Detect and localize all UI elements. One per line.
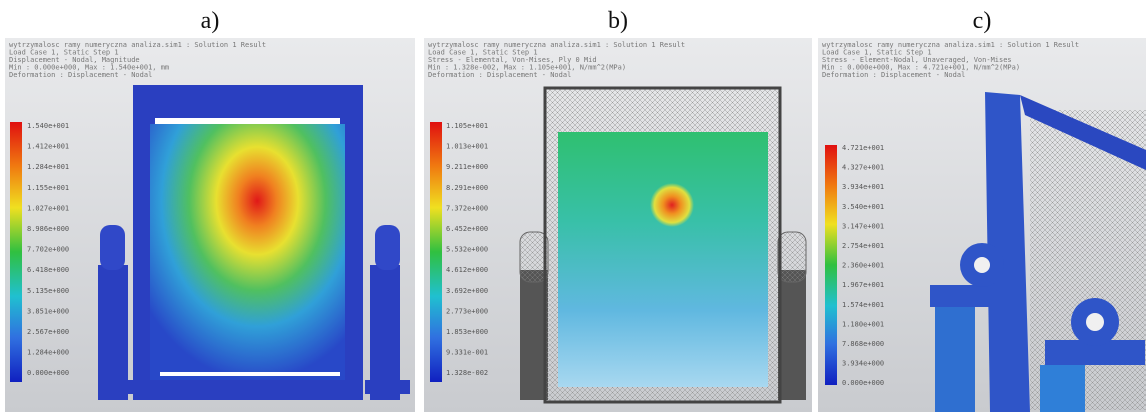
legend-label: 2.567e+000 (27, 328, 69, 336)
legend-label: 3.147e+001 (842, 222, 884, 230)
legend-label: 1.105e+001 (446, 122, 488, 130)
legend-label: 9.331e-001 (446, 349, 488, 357)
header-line: Deformation : Displacement - Nodal (822, 71, 965, 79)
legend-label: 1.155e+001 (27, 184, 69, 192)
legend-label: 1.967e+001 (842, 281, 884, 289)
legend-label: 1.284e+000 (27, 349, 69, 357)
legend-label: 4.612e+000 (446, 266, 488, 274)
legend-label: 5.532e+000 (446, 246, 488, 254)
legend-label: 4.327e+001 (842, 164, 884, 172)
legend-label: 1.540e+001 (27, 122, 69, 130)
legend-label: 3.540e+001 (842, 203, 884, 211)
legend-label: 6.418e+000 (27, 266, 69, 274)
legend-label: 0.000e+000 (842, 379, 884, 387)
legend-label: 9.211e+000 (446, 163, 488, 171)
legend-label: 8.986e+000 (27, 225, 69, 233)
legend-label: 3.934e+001 (842, 183, 884, 191)
legend-label: 8.291e+000 (446, 184, 488, 192)
legend-label: 1.013e+001 (446, 143, 488, 151)
panel-label: b) (608, 8, 628, 34)
legend-label: 7.702e+000 (27, 246, 69, 254)
legend-label: 1.027e+001 (27, 204, 69, 212)
legend-label: 7.372e+000 (446, 204, 488, 212)
legend-label: 5.135e+000 (27, 287, 69, 295)
legend-label: 2.754e+001 (842, 242, 884, 250)
legend-label: 6.452e+000 (446, 225, 488, 233)
legend-label: 1.574e+001 (842, 301, 884, 309)
figure: a)wytrzymalosc ramy numeryczna analiza.s… (0, 0, 1146, 412)
legend-label: 3.851e+000 (27, 307, 69, 315)
legend-label: 7.868e+000 (842, 340, 884, 348)
legend-label: 0.000e+000 (27, 369, 69, 377)
panel-label: c) (973, 8, 992, 34)
legend-label: 1.412e+001 (27, 143, 69, 151)
legend-label: 1.180e+001 (842, 320, 884, 328)
legend-label: 1.284e+001 (27, 163, 69, 171)
legend-label: 3.692e+000 (446, 287, 488, 295)
legend-label: 2.360e+001 (842, 262, 884, 270)
legend-label: 1.328e-002 (446, 369, 488, 377)
header-line: Deformation : Displacement - Nodal (428, 71, 571, 79)
panel-label: a) (201, 8, 220, 34)
legend-label: 2.773e+000 (446, 307, 488, 315)
header-line: Deformation : Displacement - Nodal (9, 71, 152, 79)
legend-label: 1.853e+000 (446, 328, 488, 336)
legend-label: 4.721e+001 (842, 144, 884, 152)
legend-label: 3.934e+000 (842, 360, 884, 368)
